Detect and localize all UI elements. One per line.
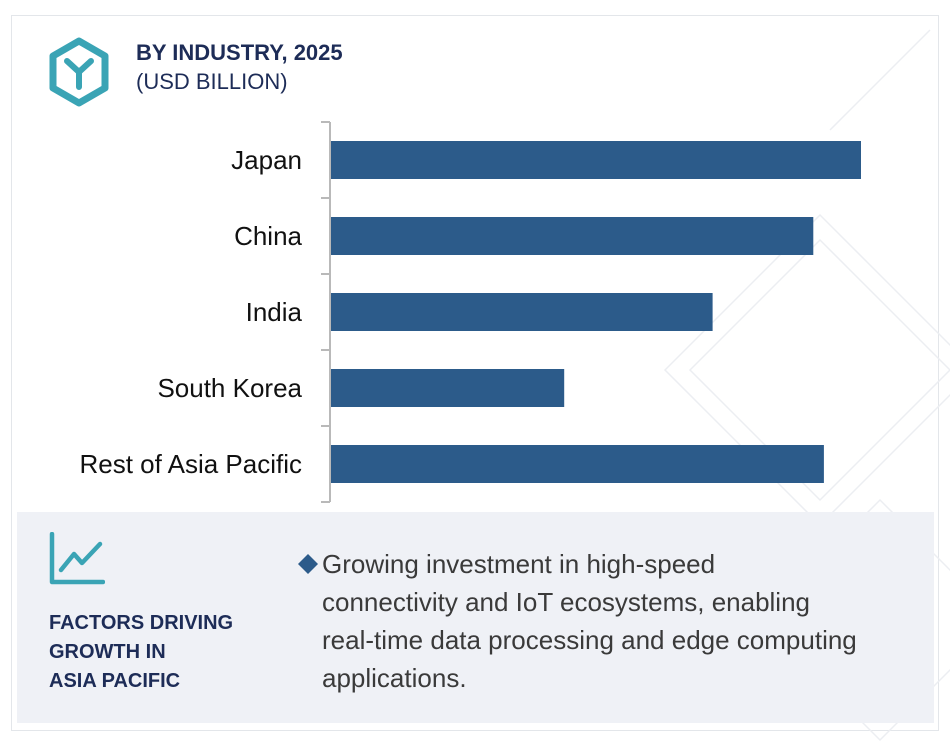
factors-heading-line: FACTORS DRIVING bbox=[49, 612, 234, 634]
chart-axis bbox=[321, 121, 331, 503]
category-label: Japan bbox=[231, 145, 302, 175]
factors-panel bbox=[17, 512, 934, 723]
category-label: Rest of Asia Pacific bbox=[79, 449, 302, 479]
diamond-bullet-icon bbox=[298, 554, 318, 574]
bar-china bbox=[331, 217, 814, 255]
factor-text-line: real-time data processing and edge compu… bbox=[322, 625, 857, 655]
line-chart-growth-icon bbox=[49, 532, 105, 585]
factor-description: Growing investment in high-speed connect… bbox=[322, 545, 922, 697]
chart-category-labels: Japan China India South Korea Rest of Asia P… bbox=[79, 145, 302, 479]
category-label: India bbox=[246, 297, 303, 327]
factor-text-line: connectivity and IoT ecosystems, enablin… bbox=[322, 587, 811, 617]
bar-india bbox=[331, 293, 713, 331]
factors-heading-line: GROWTH IN bbox=[49, 641, 166, 663]
hexagon-y-logo-icon bbox=[49, 37, 109, 107]
factors-heading-line: ASIA PACIFIC bbox=[49, 670, 181, 692]
bar-rest-of-asia-pacific bbox=[331, 445, 824, 483]
bar-japan bbox=[331, 141, 861, 179]
factor-text-line: Growing investment in high-speed bbox=[322, 549, 716, 579]
factor-text-line: applications. bbox=[322, 663, 467, 693]
factors-heading: FACTORS DRIVING GROWTH IN ASIA PACIFIC bbox=[49, 609, 269, 696]
chart-title: BY INDUSTRY, 2025 bbox=[136, 40, 343, 65]
chart-bars bbox=[331, 141, 861, 483]
chart-subtitle: (USD BILLION) bbox=[136, 69, 288, 94]
category-label: South Korea bbox=[157, 373, 302, 403]
bar-south-korea bbox=[331, 369, 565, 407]
category-label: China bbox=[234, 221, 302, 251]
